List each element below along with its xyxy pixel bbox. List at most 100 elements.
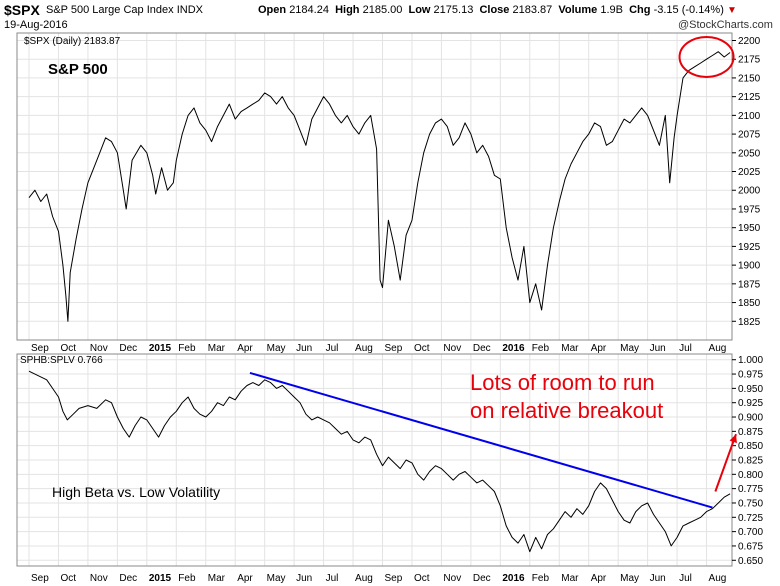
y-tick-label: 1925 (738, 242, 761, 253)
x-tick-label: Jun (296, 573, 312, 584)
y-tick-label: 2200 (738, 36, 761, 47)
y-tick-label: 1875 (738, 279, 761, 290)
x-tick-label: Nov (443, 573, 461, 584)
y-tick-label: 0.975 (738, 370, 763, 381)
x-tick-label: Mar (561, 573, 579, 584)
close-value: 2183.87 (512, 4, 553, 16)
x-tick-label: May (620, 573, 639, 584)
price-title: S&P 500 (48, 61, 108, 78)
x-tick-label: Jun (650, 573, 666, 584)
x-tick-label: Sep (31, 343, 49, 354)
exchange-text: INDX (176, 4, 203, 16)
x-tick-label: Aug (355, 343, 373, 354)
brand-logo: @StockCharts.com (678, 19, 773, 31)
x-tick-label: Jun (296, 343, 312, 354)
x-tick-label: Feb (178, 573, 196, 584)
open-value: 2184.24 (289, 4, 329, 16)
y-tick-label: 2125 (738, 92, 761, 103)
x-tick-label: Apr (591, 573, 607, 584)
x-tick-label: 2016 (502, 343, 525, 354)
y-tick-label: 2025 (738, 167, 761, 178)
y-tick-label: 1900 (738, 261, 761, 272)
y-tick-label: 0.750 (738, 498, 763, 509)
x-tick-label: Feb (532, 573, 550, 584)
chg-value: -3.15 (-0.14%) (653, 4, 724, 16)
y-tick-label: 0.900 (738, 413, 763, 424)
x-tick-label: Mar (561, 343, 579, 354)
y-tick-label: 2175 (738, 55, 761, 66)
x-tick-label: Jul (326, 573, 339, 584)
x-tick-label: Dec (473, 573, 491, 584)
volume-label: Volume (558, 4, 598, 16)
x-tick-label: Feb (532, 343, 550, 354)
x-tick-label: Feb (178, 343, 196, 354)
breakout-arrow-head-icon (729, 434, 737, 444)
x-tick-label: Sep (385, 573, 403, 584)
series-line-$SPX (28, 51, 731, 322)
y-tick-label: 0.850 (738, 441, 763, 452)
x-tick-label: Jul (326, 343, 339, 354)
chart-date: 19-Aug-2016 (4, 19, 68, 31)
x-tick-label: Aug (709, 343, 727, 354)
ratio-legend: SPHB:SPLV 0.766 (20, 355, 103, 366)
close-label: Close (479, 4, 510, 16)
x-tick-label: Oct (60, 573, 76, 584)
volume-value: 1.9B (600, 4, 623, 16)
y-tick-label: 2075 (738, 130, 761, 141)
x-tick-label: Mar (208, 343, 226, 354)
price-legend: $SPX (Daily) 2183.87 (24, 36, 121, 47)
x-tick-label: Nov (443, 343, 461, 354)
x-axis-ticks: Sep Oct Nov Dec 2015 Feb Mar Apr May Jun Jul Aug Sep… (31, 343, 726, 584)
trendline (249, 371, 713, 509)
x-tick-label: 2015 (149, 573, 172, 584)
y-tick-label: 2150 (738, 73, 761, 84)
x-tick-label: 2015 (149, 343, 172, 354)
x-tick-label: May (267, 573, 286, 584)
panel-frame-0 (16, 32, 733, 341)
y-tick-label: 0.800 (738, 470, 763, 481)
annotation-line-2: on relative breakout (470, 398, 663, 423)
y-tick-label: 0.775 (738, 484, 763, 495)
open-label: Open (258, 4, 287, 16)
series-line-SPHB:SPLV (28, 370, 731, 553)
x-tick-label: Apr (591, 343, 607, 354)
annotation-line-1: Lots of room to run (470, 370, 655, 395)
y-tick-label: 0.925 (738, 398, 763, 409)
x-tick-label: Nov (90, 343, 108, 354)
y-tick-label: 2000 (738, 186, 761, 197)
x-tick-label: Jul (679, 573, 692, 584)
high-label: High (335, 4, 360, 16)
chart-header: $SPX S&P 500 Large Cap Index INDX 19-Aug… (0, 0, 780, 34)
x-tick-label: Dec (119, 343, 137, 354)
x-tick-label: Jun (650, 343, 666, 354)
y-tick-label: 0.650 (738, 556, 763, 567)
x-tick-label: Mar (208, 573, 226, 584)
x-tick-label: Aug (355, 573, 373, 584)
y-tick-label: 0.875 (738, 427, 763, 438)
x-tick-label: Sep (385, 343, 403, 354)
symbol: $SPX (4, 2, 40, 18)
x-tick-label: May (267, 343, 286, 354)
y-tick-label: 1950 (738, 223, 761, 234)
ratio-title: High Beta vs. Low Volatility (52, 484, 220, 500)
x-tick-label: Jul (679, 343, 692, 354)
x-tick-label: Sep (31, 573, 49, 584)
y-tick-label: 0.675 (738, 541, 763, 552)
y-tick-label: 1975 (738, 204, 761, 215)
x-tick-label: Apr (237, 573, 253, 584)
x-tick-label: Oct (60, 343, 76, 354)
x-tick-label: Oct (414, 343, 430, 354)
x-tick-label: Nov (90, 573, 108, 584)
x-tick-label: Apr (237, 343, 253, 354)
x-tick-label: 2016 (502, 573, 525, 584)
highlight-circle (678, 35, 735, 78)
down-arrow-icon: ▼ (726, 5, 737, 16)
x-tick-label: Dec (473, 343, 491, 354)
x-tick-label: Oct (414, 573, 430, 584)
x-tick-label: Dec (119, 573, 137, 584)
y-tick-label: 1850 (738, 298, 761, 309)
symbol-name: S&P 500 Large Cap Index INDX (46, 4, 203, 16)
name-text: S&P 500 Large Cap Index (46, 4, 174, 16)
y-tick-label: 0.725 (738, 513, 763, 524)
